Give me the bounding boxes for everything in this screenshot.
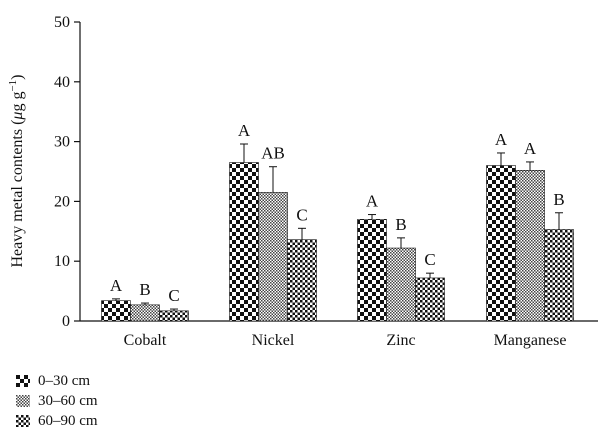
legend-swatch-60-90cm (16, 415, 30, 427)
significance-letter: A (524, 139, 537, 158)
legend-item-30-60cm: 30–60 cm (16, 392, 98, 410)
significance-letter: C (424, 250, 435, 269)
bar-zinc-series-2 (415, 277, 445, 322)
x-tick-labels: Cobalt Nickel Zinc Manganese (124, 332, 567, 349)
x-tick-label-cobalt: Cobalt (124, 332, 167, 349)
significance-letter: B (553, 190, 564, 209)
bar-manganese-series-1 (515, 170, 545, 322)
significance-letter: AB (261, 144, 285, 163)
y-tick-label: 10 (54, 253, 70, 270)
y-axis-label-post: ) (9, 74, 26, 79)
significance-letter: A (366, 192, 379, 211)
significance-letter: A (495, 130, 508, 149)
legend: 0–30 cm 30–60 cm 60–90 cm (16, 372, 216, 430)
x-tick-label-zinc: Zinc (386, 332, 415, 349)
significance-letter: B (139, 280, 150, 299)
bar-cobalt-series-2 (159, 310, 189, 322)
legend-item-60-90cm: 60–90 cm (16, 412, 98, 430)
significance-letter: A (110, 276, 123, 295)
bar-zinc-series-1 (386, 247, 416, 322)
legend-label: 0–30 cm (38, 373, 91, 389)
bar-nickel-series-2 (287, 239, 317, 322)
y-axis-label: Heavy metal contents (μg g−1) (7, 74, 26, 267)
y-tick-label: 20 (54, 193, 70, 210)
bar-cobalt-series-1 (130, 304, 160, 322)
legend-item-0-30cm: 0–30 cm (16, 372, 90, 390)
legend-label: 60–90 cm (38, 413, 98, 429)
bar-nickel-series-1 (258, 192, 288, 322)
significance-letter: A (238, 121, 251, 140)
y-ticks: 0 10 20 30 40 50 (54, 14, 80, 330)
y-axis-label-sup: −1 (7, 80, 19, 92)
y-axis-label-g: g g (9, 92, 26, 112)
x-tick-label-nickel: Nickel (252, 332, 295, 349)
y-axis-label-pre: Heavy metal contents ( (9, 120, 26, 268)
legend-label: 30–60 cm (38, 393, 98, 409)
bars (101, 162, 574, 322)
legend-swatch-0-30cm (16, 375, 30, 387)
y-axis-label-mu: μ (9, 112, 26, 121)
x-tick-label-manganese: Manganese (494, 332, 567, 349)
significance-letter: C (296, 205, 307, 224)
bar-manganese-series-2 (544, 229, 574, 322)
legend-swatch-30-60cm (16, 395, 30, 407)
bar-nickel-series-0 (229, 162, 259, 322)
bar-cobalt-series-0 (101, 300, 131, 322)
y-tick-label: 30 (54, 134, 70, 151)
bar-manganese-series-0 (486, 165, 516, 322)
error-bars (112, 143, 563, 311)
y-tick-label: 50 (54, 14, 70, 31)
significance-letter: C (168, 286, 179, 305)
y-tick-label: 40 (54, 74, 70, 91)
significance-letter: B (395, 215, 406, 234)
bar-zinc-series-0 (357, 219, 387, 322)
y-tick-label: 0 (62, 313, 70, 330)
